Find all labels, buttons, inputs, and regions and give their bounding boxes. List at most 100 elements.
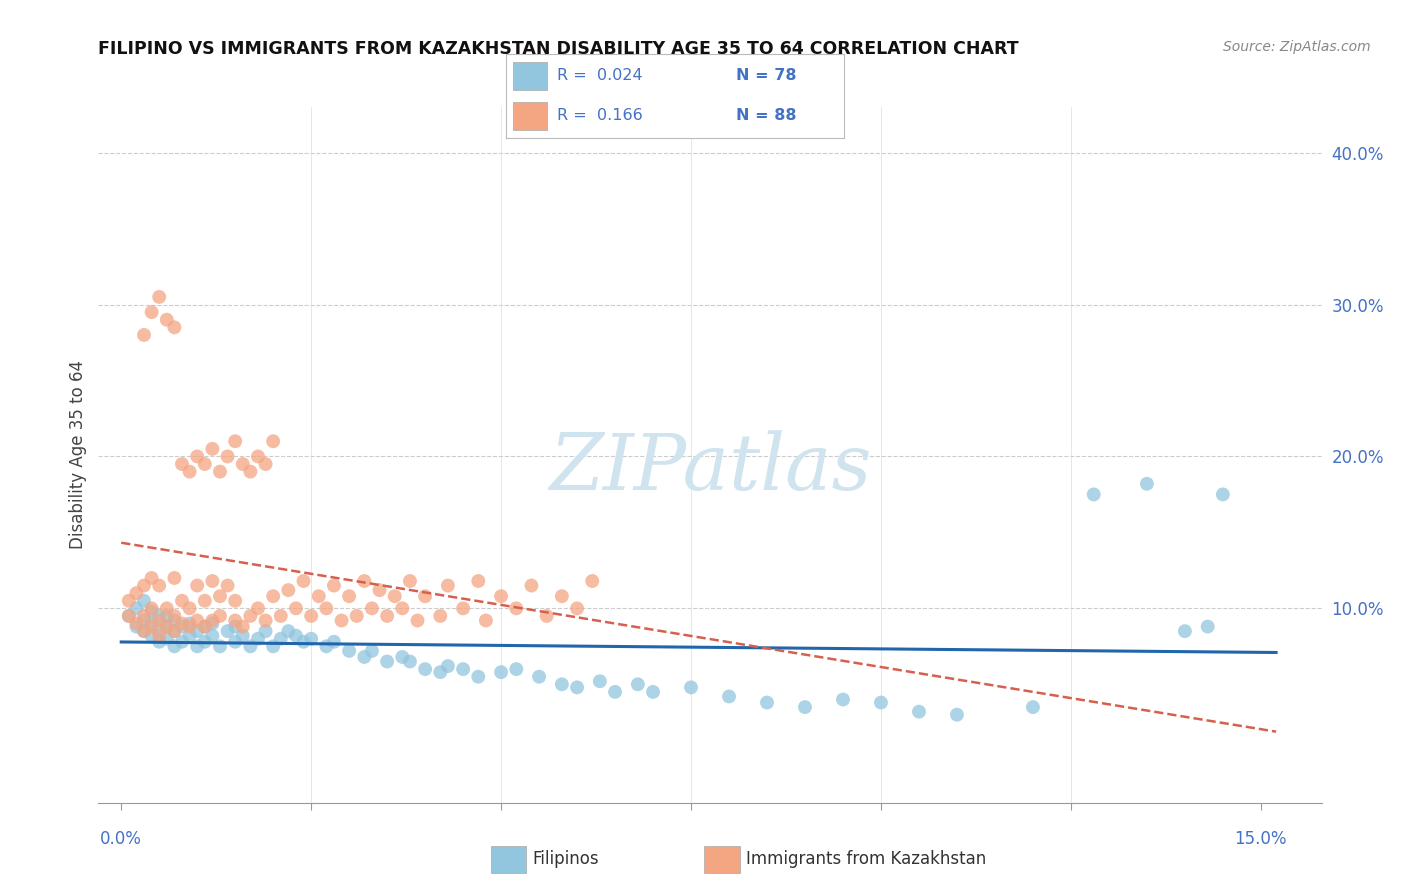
Point [1022, 700, 1045, 714]
Point [186, 578, 208, 592]
Point [194, 619, 217, 633]
Point [148, 614, 170, 628]
Point [270, 632, 292, 646]
Bar [513, 102, 547, 130]
Bar [704, 847, 740, 873]
Point [217, 450, 239, 464]
Point [163, 320, 186, 334]
Point [208, 465, 231, 479]
Point [323, 634, 346, 648]
Point [186, 450, 208, 464]
Point [505, 662, 527, 676]
Point [308, 589, 330, 603]
Point [156, 312, 179, 326]
Point [224, 593, 246, 607]
Point [170, 619, 193, 633]
Point [118, 609, 141, 624]
Point [375, 655, 398, 669]
Point [1136, 476, 1159, 491]
Point [186, 624, 208, 639]
Point [156, 619, 179, 633]
Point [156, 609, 179, 624]
Point [141, 619, 163, 633]
Point [451, 662, 474, 676]
Point [141, 604, 163, 618]
Point [141, 629, 163, 643]
Point [179, 601, 201, 615]
Point [391, 650, 413, 665]
Point [208, 640, 231, 654]
Point [246, 450, 269, 464]
Bar [491, 847, 526, 873]
Point [163, 640, 186, 654]
Point [346, 609, 368, 624]
Point [148, 623, 170, 637]
Point [132, 593, 155, 607]
Point [239, 465, 262, 479]
Point [270, 609, 292, 624]
Point [262, 434, 284, 449]
Point [406, 614, 429, 628]
Text: Immigrants from Kazakhstan: Immigrants from Kazakhstan [747, 849, 987, 868]
Point [946, 707, 969, 722]
Point [232, 629, 254, 643]
Point [361, 601, 384, 615]
Point [277, 624, 299, 639]
Point [132, 327, 155, 342]
Point [148, 578, 170, 592]
Point [208, 589, 231, 603]
Point [315, 640, 337, 654]
Point [679, 681, 702, 695]
Point [239, 609, 262, 624]
Point [179, 616, 201, 631]
Text: FILIPINO VS IMMIGRANTS FROM KAZAKHSTAN DISABILITY AGE 35 TO 64 CORRELATION CHART: FILIPINO VS IMMIGRANTS FROM KAZAKHSTAN D… [98, 40, 1019, 58]
Point [179, 619, 201, 633]
Point [141, 571, 163, 585]
Point [194, 457, 217, 471]
Point [156, 619, 179, 633]
Point [1197, 619, 1219, 633]
Text: R =  0.024: R = 0.024 [557, 69, 643, 84]
Point [224, 619, 246, 633]
Text: N = 78: N = 78 [735, 69, 796, 84]
Point [756, 696, 779, 710]
Point [208, 609, 231, 624]
Point [413, 662, 436, 676]
Point [475, 614, 498, 628]
Point [141, 305, 163, 319]
Point [163, 624, 186, 639]
Point [627, 677, 650, 691]
Point [368, 583, 391, 598]
Point [527, 670, 550, 684]
Point [718, 690, 741, 704]
Point [520, 578, 543, 592]
Point [170, 593, 193, 607]
Point [132, 624, 155, 639]
Point [337, 589, 360, 603]
Point [170, 457, 193, 471]
Point [603, 685, 626, 699]
Text: ZIPatlas: ZIPatlas [548, 431, 872, 507]
Point [565, 681, 588, 695]
Point [246, 632, 269, 646]
Point [254, 457, 277, 471]
Text: Filipinos: Filipinos [533, 849, 599, 868]
Text: Source: ZipAtlas.com: Source: ZipAtlas.com [1223, 40, 1371, 54]
Point [194, 593, 217, 607]
Point [489, 665, 512, 680]
Point [254, 624, 277, 639]
Point [132, 609, 155, 624]
Point [125, 601, 148, 615]
Point [201, 614, 224, 628]
Point [148, 290, 170, 304]
Point [132, 578, 155, 592]
Point [551, 677, 574, 691]
Point [315, 601, 337, 615]
Point [429, 609, 451, 624]
Bar [513, 62, 547, 90]
Point [170, 616, 193, 631]
Point [232, 457, 254, 471]
Point [125, 616, 148, 631]
Text: 15.0%: 15.0% [1234, 830, 1286, 848]
Point [292, 574, 315, 588]
